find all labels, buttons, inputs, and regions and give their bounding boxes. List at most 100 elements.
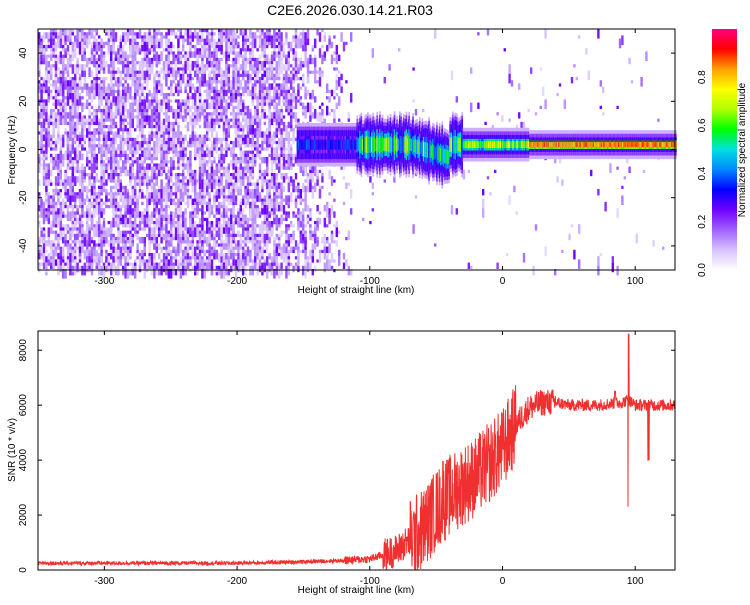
noise-cell [275,256,278,260]
noise-cell [242,179,245,186]
noise-cell [42,169,46,180]
noise-cell [83,115,86,119]
noise-cell [290,224,293,228]
noise-cell [213,253,216,260]
noise-cell [81,41,84,52]
noise-cell [170,224,173,228]
noise-cell [93,208,96,218]
noise-cell [285,93,288,100]
noise-cell [196,121,199,125]
noise-cell [287,256,290,260]
noise-cell [309,93,312,100]
noise-cell [126,230,130,234]
noise-cell [50,141,53,148]
noise-cell [287,240,290,247]
noise-cell [114,89,118,93]
noise-cell [59,80,62,87]
noise-cell [177,57,180,65]
noise-cell [227,227,230,231]
noise-cell [107,51,110,55]
noise-cell [227,243,230,250]
noise-cell [150,64,154,71]
noise-cell [227,29,230,36]
noise-cell [88,102,91,106]
noise-cell [321,102,324,106]
noise-cell [107,262,110,266]
noise-cell [256,73,259,81]
noise-cell [98,192,101,199]
noise-cell [278,195,281,199]
noise-cell [102,208,106,212]
noise-cell [165,259,168,263]
noise-cell [117,48,120,58]
noise-cell [285,38,288,42]
noise-cell [311,70,314,74]
noise-cell [167,45,170,49]
noise-cell [62,205,65,215]
noise-cell [244,259,247,266]
noise-cell [287,77,290,84]
noise-cell [117,243,120,253]
noise-cell [66,240,70,244]
noise-cell [42,179,46,183]
noise-cell [83,179,86,183]
noise-cell [340,73,343,81]
noise-cell [69,160,72,164]
noise-cell [198,29,202,33]
noise-cell [170,269,173,279]
noise-cell [45,208,48,212]
noise-cell [162,125,166,135]
noise-cell [90,32,94,39]
noise-cell [328,45,331,49]
noise-cell [232,141,235,151]
noise-cell [93,246,96,250]
noise-cell [136,169,139,180]
noise-cell [280,141,283,151]
noise-cell [172,153,175,161]
noise-cell [309,54,312,58]
noise-cell [246,195,250,205]
noise-cell [251,163,254,167]
noise-cell [146,262,149,273]
noise-cell [124,256,127,263]
noise-cell [174,121,178,125]
noise-cell [119,141,122,151]
noise-cell [112,179,115,183]
noise-cell [242,41,245,52]
noise-cell [239,221,242,225]
noise-cell [230,147,233,157]
noise-cell [95,32,98,36]
noise-cell [234,128,238,135]
noise-cell [309,163,312,170]
noise-cell [302,208,305,215]
noise-cell [38,96,41,103]
noise-cell [198,233,202,244]
noise-cell [78,150,82,161]
noise-cell [342,176,346,180]
noise-cell [311,256,314,263]
noise-cell [172,32,175,36]
noise-cell [246,163,250,173]
noise-cell [225,243,228,247]
noise-cell [297,227,300,231]
noise-cell [186,128,190,132]
noise-cell [239,102,242,106]
noise-cell [90,173,94,180]
noise-cell [64,80,67,90]
noise-cell [294,211,298,218]
noise-cell [278,54,281,58]
noise-cell [76,105,79,113]
noise-cell [285,83,288,87]
noise-cell [258,147,262,151]
noise-cell [237,112,240,119]
noise-cell [290,147,293,151]
noise-cell [136,32,139,39]
noise-cell [42,262,46,269]
noise-cell [244,144,247,148]
noise-cell [114,179,118,183]
noise-cell [292,57,295,61]
noise-cell [98,179,101,183]
noise-cell [222,217,226,228]
noise-cell [74,121,77,125]
noise-cell [38,153,41,157]
